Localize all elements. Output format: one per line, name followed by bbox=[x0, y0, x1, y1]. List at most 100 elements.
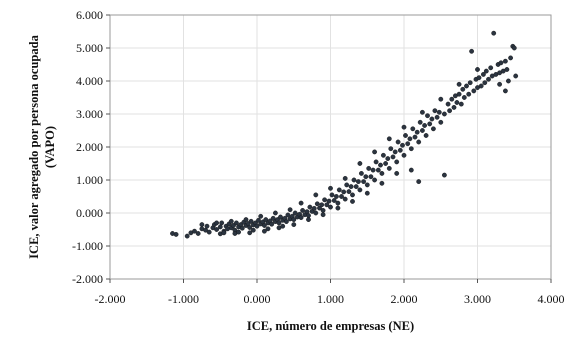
data-point bbox=[466, 91, 472, 97]
x-tick-label: 2.000 bbox=[391, 292, 418, 306]
data-point bbox=[319, 202, 325, 208]
data-point bbox=[342, 196, 348, 202]
data-point bbox=[291, 217, 297, 223]
axis-ticks: -2.000 -1.000 0.000 1.000 2.000 3.000 4.000 -2.… bbox=[72, 8, 565, 306]
data-point bbox=[461, 95, 467, 100]
data-point bbox=[276, 220, 282, 226]
data-point bbox=[306, 213, 311, 219]
data-point bbox=[239, 225, 245, 231]
data-point bbox=[373, 159, 379, 165]
data-point bbox=[292, 210, 298, 216]
data-point bbox=[269, 221, 275, 227]
data-point bbox=[204, 223, 210, 229]
data-point bbox=[328, 204, 333, 210]
data-point bbox=[344, 182, 350, 188]
data-point bbox=[432, 108, 438, 114]
data-point bbox=[291, 222, 297, 228]
data-point bbox=[410, 126, 416, 132]
data-point bbox=[278, 214, 283, 220]
data-point bbox=[322, 197, 327, 203]
data-point bbox=[346, 189, 352, 195]
data-point bbox=[311, 205, 317, 211]
data-point bbox=[351, 177, 357, 183]
data-point bbox=[419, 109, 425, 115]
data-point bbox=[408, 146, 414, 152]
data-point bbox=[467, 80, 473, 86]
data-point bbox=[298, 200, 304, 206]
data-points bbox=[170, 30, 519, 239]
data-point bbox=[480, 72, 486, 77]
data-point bbox=[372, 149, 377, 155]
data-point bbox=[441, 111, 447, 117]
y-tick-label: 4.000 bbox=[76, 74, 103, 88]
gridlines bbox=[109, 14, 552, 280]
data-point bbox=[217, 224, 223, 230]
data-point bbox=[254, 223, 260, 229]
data-point bbox=[508, 55, 513, 61]
data-point bbox=[504, 67, 510, 72]
data-point bbox=[355, 179, 361, 185]
data-point bbox=[475, 67, 480, 72]
data-point bbox=[372, 177, 377, 183]
data-point bbox=[471, 88, 477, 94]
data-point bbox=[331, 198, 337, 203]
data-point bbox=[386, 165, 392, 171]
data-point bbox=[214, 227, 220, 232]
data-point bbox=[348, 184, 354, 190]
data-point bbox=[195, 231, 201, 236]
data-point bbox=[403, 133, 408, 138]
data-point bbox=[184, 233, 190, 239]
data-point bbox=[228, 218, 234, 224]
data-point bbox=[408, 167, 414, 173]
y-axis-title-line1: ICE, valor agregado por persona ocupada bbox=[27, 34, 41, 258]
data-point bbox=[478, 83, 484, 89]
data-point bbox=[350, 198, 355, 204]
data-point bbox=[320, 207, 326, 213]
data-point bbox=[370, 167, 376, 173]
data-point bbox=[394, 159, 400, 165]
data-point bbox=[250, 227, 256, 233]
data-point bbox=[397, 147, 403, 153]
data-point bbox=[502, 88, 508, 94]
y-tick-label: -1.000 bbox=[72, 239, 103, 253]
data-point bbox=[335, 200, 341, 206]
data-point bbox=[363, 174, 369, 180]
x-tick-label: -1.000 bbox=[168, 292, 199, 306]
data-point bbox=[364, 190, 370, 196]
data-point bbox=[375, 167, 381, 173]
data-point bbox=[456, 91, 462, 97]
data-point bbox=[417, 119, 423, 125]
data-point bbox=[400, 142, 405, 148]
data-point bbox=[379, 180, 385, 186]
data-point bbox=[498, 60, 504, 66]
data-point bbox=[342, 175, 348, 181]
data-point bbox=[173, 231, 179, 237]
y-tick-label: 6.000 bbox=[76, 8, 103, 22]
data-point bbox=[497, 81, 502, 87]
data-point bbox=[341, 189, 347, 195]
data-point bbox=[350, 192, 355, 198]
data-point bbox=[270, 215, 276, 221]
data-point bbox=[314, 201, 320, 207]
data-point bbox=[423, 133, 429, 138]
x-tick-label: 0.000 bbox=[244, 292, 271, 306]
data-point bbox=[416, 179, 422, 185]
data-point bbox=[361, 179, 366, 185]
data-point bbox=[414, 129, 420, 135]
y-tick-label: 0.000 bbox=[76, 206, 103, 220]
data-point bbox=[320, 212, 326, 218]
data-point bbox=[488, 65, 494, 71]
data-point bbox=[502, 58, 508, 64]
data-point bbox=[401, 152, 407, 158]
data-point bbox=[339, 194, 344, 199]
data-point bbox=[469, 48, 474, 54]
data-point bbox=[247, 225, 253, 230]
data-point bbox=[306, 217, 311, 223]
data-point bbox=[434, 114, 440, 120]
data-point bbox=[221, 230, 227, 236]
data-point bbox=[261, 223, 267, 228]
data-point bbox=[280, 223, 286, 229]
data-point bbox=[394, 170, 400, 176]
data-point bbox=[425, 113, 430, 119]
